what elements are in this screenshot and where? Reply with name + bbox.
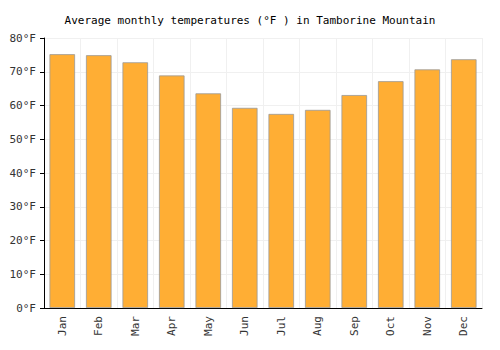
svg-text:May: May xyxy=(202,316,215,336)
svg-text:Mar: Mar xyxy=(129,316,142,336)
svg-text:20°F: 20°F xyxy=(10,234,37,247)
svg-text:Oct: Oct xyxy=(384,316,397,336)
svg-text:50°F: 50°F xyxy=(10,133,37,146)
svg-text:10°F: 10°F xyxy=(10,268,37,281)
svg-text:70°F: 70°F xyxy=(10,65,37,78)
svg-text:Apr: Apr xyxy=(165,316,178,336)
svg-text:60°F: 60°F xyxy=(10,99,37,112)
svg-text:Average monthly temperatures (: Average monthly temperatures (°F ) in Ta… xyxy=(65,14,436,27)
svg-text:Jan: Jan xyxy=(56,316,69,336)
svg-text:Dec: Dec xyxy=(457,316,470,336)
svg-text:Sep: Sep xyxy=(348,316,361,336)
svg-text:0°F: 0°F xyxy=(16,302,36,315)
svg-text:Feb: Feb xyxy=(92,316,105,336)
svg-text:Nov: Nov xyxy=(421,316,434,336)
svg-text:80°F: 80°F xyxy=(10,32,37,45)
svg-text:40°F: 40°F xyxy=(10,167,37,180)
svg-text:Jun: Jun xyxy=(238,316,251,336)
svg-text:30°F: 30°F xyxy=(10,200,37,213)
svg-text:Aug: Aug xyxy=(311,316,324,336)
svg-text:Jul: Jul xyxy=(275,316,288,336)
